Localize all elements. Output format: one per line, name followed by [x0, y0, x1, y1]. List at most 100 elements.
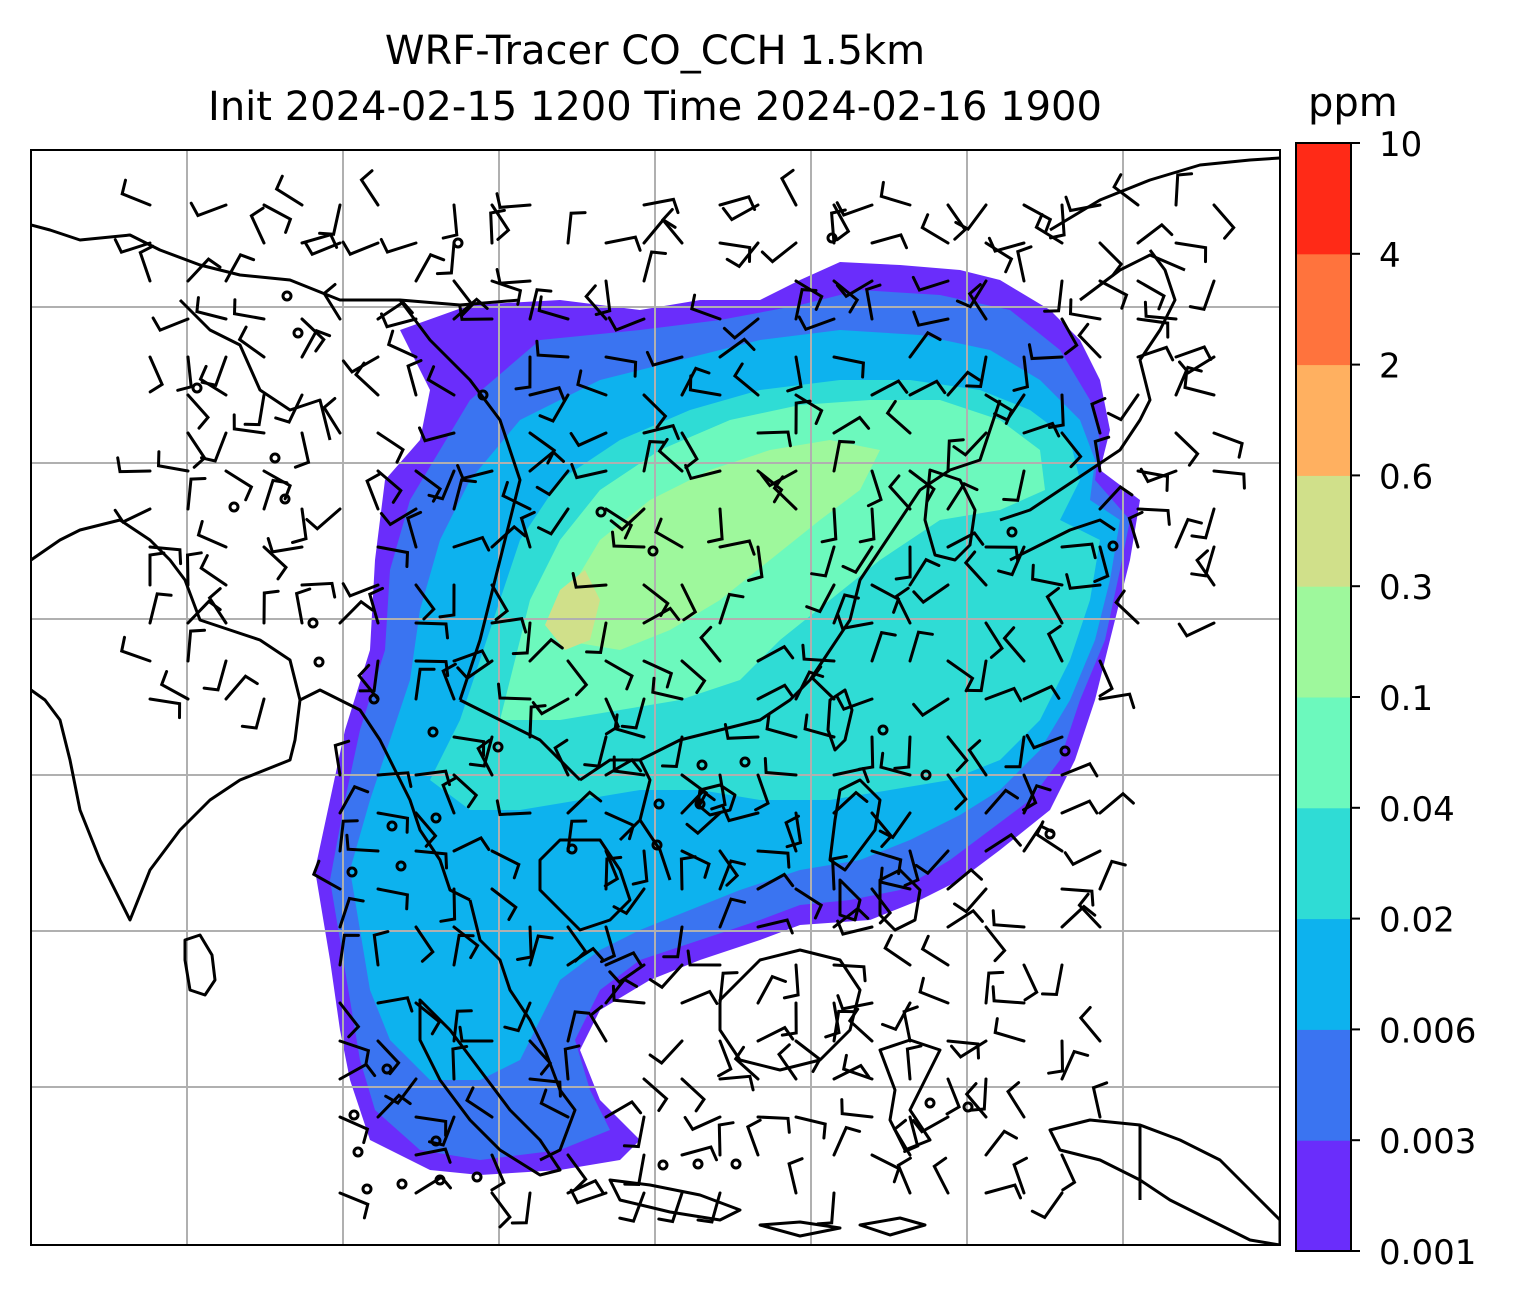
- wind-barb: [232, 298, 266, 321]
- wind-barb: [946, 370, 981, 397]
- calm-wind-marker: [651, 839, 663, 851]
- calm-wind-marker: [477, 389, 489, 401]
- wind-barb: [984, 1129, 1018, 1157]
- wind-barb: [894, 586, 912, 625]
- wind-barb: [357, 663, 380, 701]
- wind-barb: [912, 697, 950, 718]
- wind-barb: [452, 925, 480, 960]
- wind-barb: [322, 397, 342, 435]
- wind-barb: [622, 1115, 646, 1149]
- wind-barb: [305, 507, 342, 531]
- wind-barb: [756, 469, 784, 504]
- wind-barb: [414, 1147, 452, 1164]
- wind-barb: [683, 1115, 722, 1132]
- wind-barb: [894, 545, 912, 581]
- wind-barb: [946, 1039, 980, 1060]
- calm-wind-marker: [595, 506, 607, 518]
- wind-barb: [612, 755, 646, 777]
- wind-barb: [224, 469, 254, 502]
- wind-barb: [984, 832, 1022, 853]
- wind-barb: [993, 1017, 1026, 1043]
- colorbar-band: [1296, 1029, 1351, 1141]
- wind-barb: [803, 713, 836, 739]
- wind-barb: [148, 355, 164, 394]
- wind-barb: [642, 440, 666, 473]
- wind-barb: [490, 583, 510, 622]
- wind-barb: [680, 849, 711, 879]
- wind-barb: [824, 1001, 841, 1039]
- wind-barb: [835, 279, 874, 299]
- colorbar: 0.001 0.003 0.006 0.02 0.04 0.1 0.3 0.6 2 4 10: [1295, 125, 1476, 1273]
- wind-barb: [690, 293, 722, 321]
- wind-barb: [414, 659, 450, 677]
- colorbar-band: [1296, 475, 1351, 587]
- wind-barb: [452, 535, 491, 552]
- wind-barb: [835, 695, 874, 712]
- wind-barb: [612, 887, 646, 916]
- colorbar-tick-label: 2: [1379, 347, 1401, 387]
- wind-barb: [1031, 563, 1064, 587]
- wind-barb: [1190, 545, 1216, 578]
- wind-barb: [1098, 659, 1114, 698]
- wind-barb: [968, 1077, 988, 1112]
- wind-barb: [376, 887, 409, 911]
- wind-barb: [914, 849, 950, 876]
- wind-barb: [870, 379, 909, 397]
- wind-barb: [1078, 1006, 1102, 1043]
- calm-wind-marker: [430, 812, 442, 824]
- wind-barb: [984, 970, 1005, 1005]
- wind-barb: [414, 925, 435, 963]
- wind-barb: [955, 279, 988, 309]
- wind-barb: [879, 866, 912, 891]
- wind-barb: [964, 1082, 988, 1119]
- wind-barb: [224, 674, 259, 701]
- wind-barb: [368, 586, 384, 625]
- wind-barb: [820, 507, 838, 544]
- wind-barb: [718, 897, 747, 929]
- wind-barb: [717, 1039, 733, 1078]
- wind-barb: [198, 364, 228, 397]
- wind-barb: [441, 203, 459, 240]
- wind-barb: [784, 814, 800, 853]
- wind-barb: [566, 1153, 588, 1191]
- wind-barb: [274, 174, 304, 207]
- wind-barb: [291, 507, 308, 544]
- wind-barb: [870, 630, 897, 663]
- wind-barb: [452, 478, 477, 511]
- wind-barb: [911, 1115, 950, 1134]
- wind-barb: [514, 355, 532, 391]
- wind-barb: [883, 934, 912, 967]
- calm-wind-marker: [826, 232, 838, 244]
- wind-barb: [1027, 343, 1064, 361]
- wind-barb: [945, 1077, 961, 1116]
- wind-barb: [950, 1039, 988, 1059]
- wind-barb: [519, 510, 536, 549]
- wind-barb: [946, 773, 968, 811]
- wind-barb: [723, 723, 760, 740]
- wind-barb: [756, 872, 795, 891]
- wind-barb: [435, 241, 456, 276]
- wind-barb: [249, 206, 266, 245]
- wind-barb: [756, 644, 795, 663]
- wind-barb: [414, 621, 449, 640]
- wind-barb: [642, 1077, 669, 1112]
- wind-barb: [613, 713, 646, 739]
- wind-barb: [490, 617, 528, 634]
- colorbar-tick-label: 0.006: [1379, 1011, 1476, 1051]
- wind-barb: [451, 1045, 469, 1081]
- calm-wind-marker: [348, 1109, 360, 1121]
- wind-barb: [318, 203, 342, 236]
- wind-barb: [908, 330, 942, 359]
- wind-barb: [785, 811, 803, 849]
- wind-barb: [718, 1074, 755, 1092]
- wind-barb: [376, 1093, 412, 1119]
- wind-barb: [832, 203, 851, 242]
- wind-barb: [1060, 431, 1083, 469]
- wind-barb: [952, 431, 988, 457]
- wind-barb: [832, 279, 860, 314]
- wind-barb: [604, 507, 634, 540]
- colorbar-tick-label: 0.6: [1379, 457, 1433, 497]
- wind-barb: [946, 908, 984, 929]
- wind-barb: [528, 431, 557, 465]
- wind-barb: [571, 572, 608, 589]
